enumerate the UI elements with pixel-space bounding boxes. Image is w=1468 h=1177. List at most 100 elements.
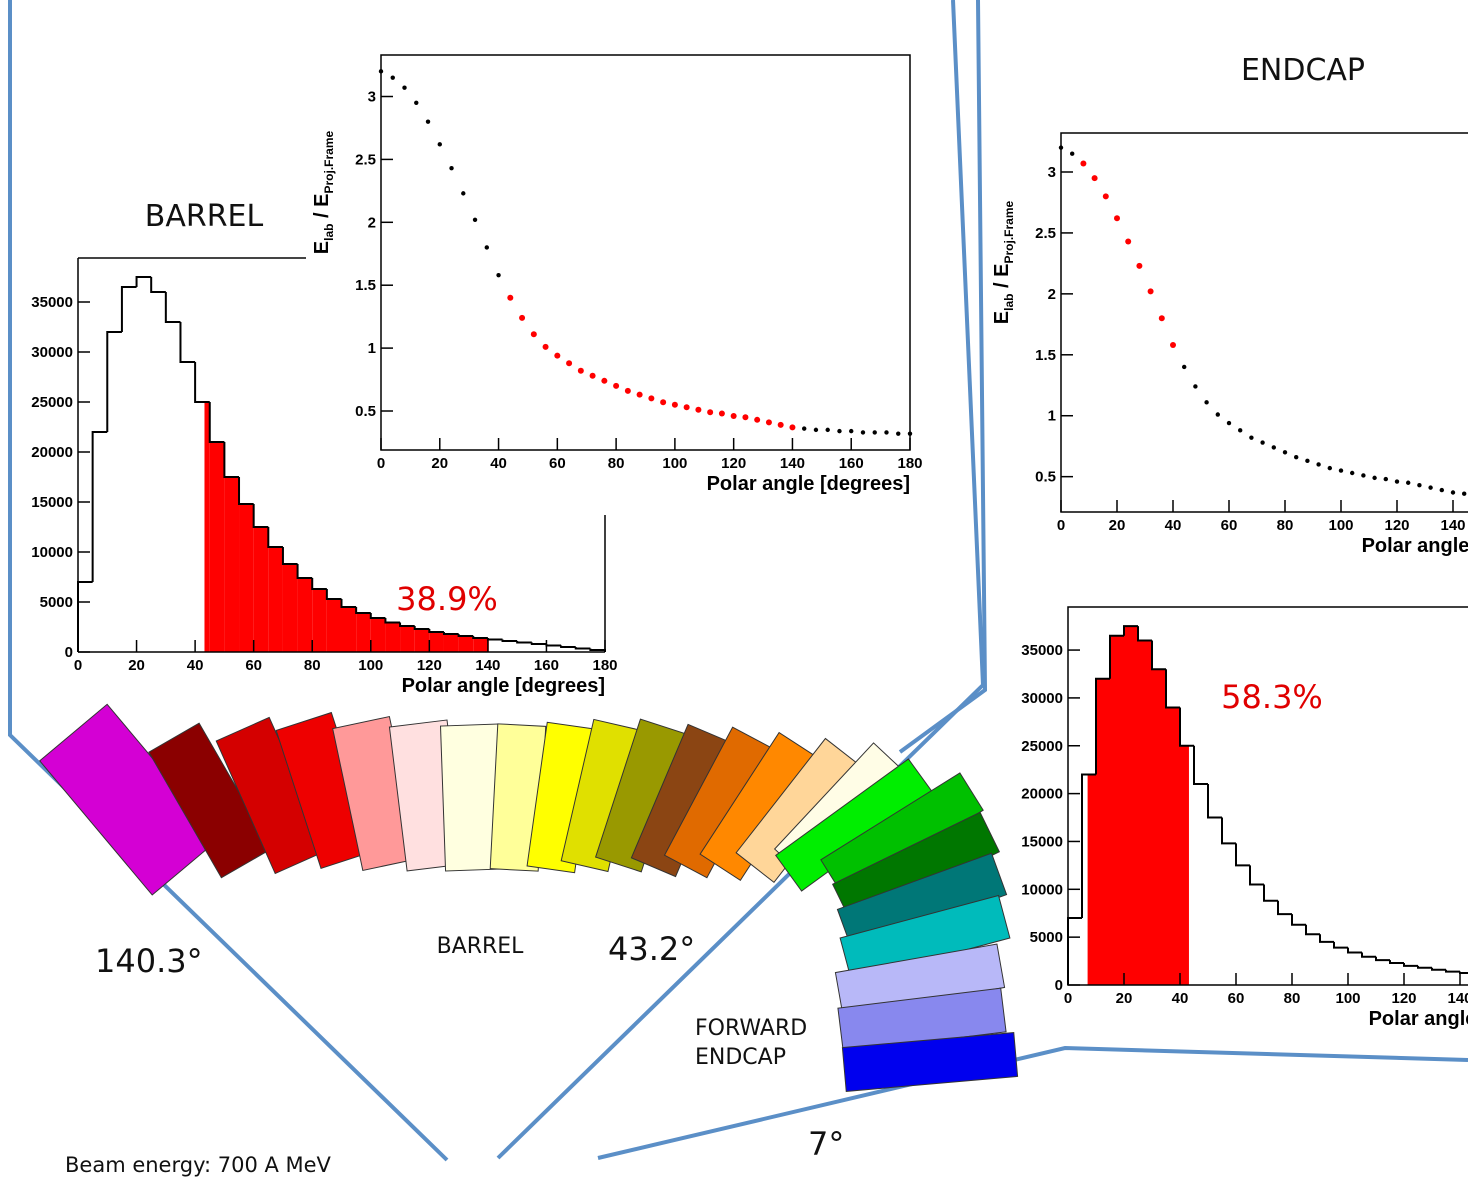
data-point — [1147, 288, 1154, 295]
plot-frame — [380, 54, 911, 451]
data-point — [1091, 175, 1098, 182]
data-point — [414, 100, 419, 106]
data-point — [1327, 465, 1333, 471]
histogram-bin — [1179, 707, 1194, 747]
data-point — [1215, 412, 1221, 417]
y-tick-label: 1.5 — [1035, 347, 1056, 364]
x-tick-label: 140 — [1440, 517, 1465, 534]
histogram-bin — [179, 322, 196, 363]
endcap-crystals — [775, 758, 1019, 1092]
histogram-bin — [516, 641, 532, 644]
data-point — [1136, 262, 1143, 269]
shaded-bin — [414, 629, 430, 652]
data-point — [1316, 462, 1321, 467]
histogram-bin — [384, 618, 401, 624]
data-point — [461, 191, 466, 196]
histogram-bin — [355, 607, 371, 614]
data-point — [789, 424, 796, 431]
data-point — [1260, 440, 1265, 445]
shaded-bin — [224, 477, 240, 652]
y-tick-label: 15000 — [1021, 833, 1063, 850]
data-point — [601, 377, 608, 384]
y-tick-label: 2 — [368, 214, 376, 231]
histogram-bin — [1319, 934, 1334, 943]
histogram-bin — [472, 636, 488, 639]
data-point — [777, 421, 784, 428]
histogram-bin — [1333, 941, 1348, 949]
data-point — [730, 413, 737, 420]
y-axis-title: Elab / EProj.Frame — [991, 200, 1016, 324]
histogram-bin — [1361, 952, 1376, 958]
data-point — [1158, 315, 1165, 322]
x-tick-label: 100 — [662, 455, 687, 472]
histogram-bin — [428, 629, 444, 633]
histogram-bin — [77, 581, 93, 652]
x-tick-label: 0 — [1057, 517, 1065, 534]
x-tick-label: 80 — [1284, 990, 1301, 1007]
forward-label: ENDCAP — [695, 1045, 786, 1070]
data-point — [872, 430, 877, 435]
y-tick-label: 1 — [368, 340, 376, 357]
data-point — [1102, 193, 1109, 200]
shaded-bin — [1110, 635, 1124, 985]
data-point — [1182, 364, 1187, 370]
histogram-bin — [1207, 784, 1222, 819]
x-tick-label: 20 — [128, 657, 145, 674]
histogram-bin — [238, 477, 254, 505]
y-tick-label: 30000 — [31, 344, 73, 361]
data-point — [1394, 479, 1400, 484]
y-axis-title-part: Proj.Frame — [322, 130, 336, 193]
shaded-bin — [1152, 669, 1166, 985]
x-tick-label: 0 — [1064, 990, 1072, 1007]
y-tick-label: 1.5 — [355, 277, 376, 294]
x-tick-label: 20 — [1116, 990, 1133, 1007]
y-tick-label: 5000 — [1030, 929, 1063, 946]
data-point — [1305, 458, 1310, 464]
crystal — [841, 1032, 1019, 1092]
shaded-bin — [370, 618, 386, 652]
data-point — [390, 75, 395, 80]
x-tick-label: 120 — [1384, 517, 1409, 534]
y-tick-label: 0.5 — [355, 403, 376, 420]
y-tick-label: 35000 — [1021, 642, 1063, 659]
y-axis-title-part: E — [311, 241, 333, 254]
annotation: 58.3% — [1221, 678, 1323, 716]
y-axis-title-part: E — [991, 311, 1013, 324]
angle-label: 43.2° — [608, 930, 695, 968]
data-point — [1450, 490, 1456, 495]
histogram-bin — [223, 442, 240, 478]
x-tick-label: 40 — [1172, 990, 1189, 1007]
data-point — [577, 367, 584, 374]
shaded-bin — [268, 547, 283, 652]
y-axis-title-part: / E — [991, 264, 1013, 294]
x-tick-label: 60 — [1221, 517, 1238, 534]
data-point — [860, 430, 866, 435]
histogram-bin — [1095, 677, 1110, 775]
x-tick-label: 0 — [74, 657, 82, 674]
histogram-bin — [267, 527, 283, 548]
data-point — [1170, 342, 1176, 349]
shaded-bin — [1138, 640, 1152, 985]
histogram-bin — [252, 504, 269, 528]
data-point — [1361, 473, 1366, 478]
data-point — [1193, 384, 1198, 389]
x-tick-label: 160 — [534, 657, 559, 674]
histogram-bin — [1431, 967, 1446, 971]
y-tick-label: 3 — [1048, 164, 1056, 181]
barrel-crystals — [39, 703, 910, 896]
x-tick-label: 80 — [1277, 517, 1294, 534]
histogram-bin — [106, 331, 122, 432]
data-point — [765, 419, 772, 426]
shaded-bin — [239, 504, 254, 652]
data-point — [718, 410, 725, 417]
histogram-bin — [442, 632, 459, 635]
x-tick-label: 100 — [358, 657, 383, 674]
shaded-bin — [356, 613, 371, 652]
x-tick-label: 80 — [608, 455, 625, 472]
data-point — [624, 387, 631, 394]
histogram-bin — [1067, 917, 1082, 985]
y-tick-label: 3 — [368, 89, 376, 106]
histogram-bin — [194, 362, 210, 403]
data-point — [402, 85, 407, 90]
y-axis-title-part: Proj.Frame — [1002, 200, 1016, 263]
